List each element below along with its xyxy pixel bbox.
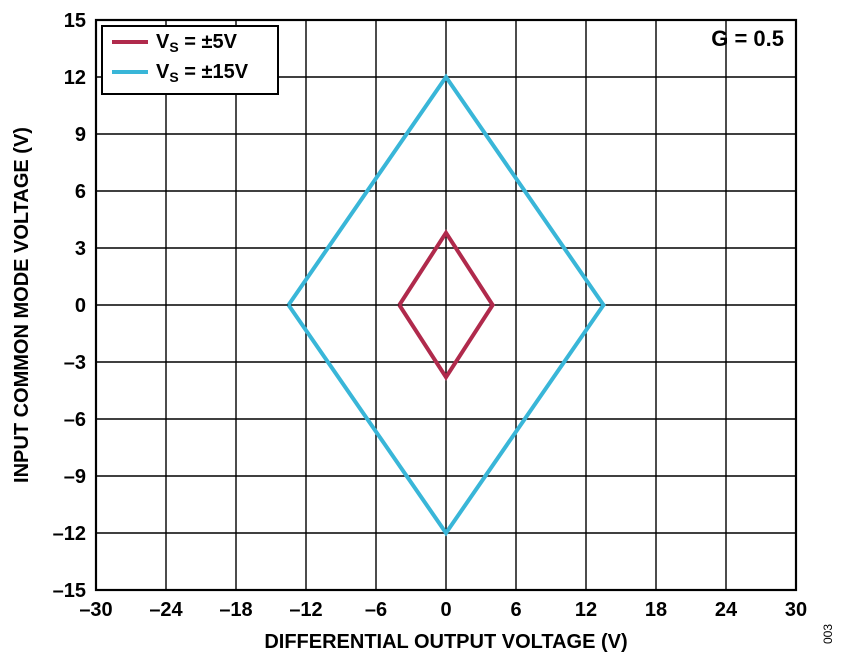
x-axis-label: DIFFERENTIAL OUTPUT VOLTAGE (V): [264, 631, 627, 653]
y-tick-label: –6: [64, 409, 86, 431]
legend-label: VS = ±5V: [156, 31, 238, 55]
y-tick-label: 9: [75, 124, 86, 146]
x-tick-label: 18: [645, 599, 667, 621]
y-tick-label: –3: [64, 352, 86, 374]
y-axis-label: INPUT COMMON MODE VOLTAGE (V): [11, 127, 33, 483]
x-tick-label: 0: [440, 599, 451, 621]
x-tick-label: 12: [575, 599, 597, 621]
y-tick-label: –12: [53, 523, 86, 545]
x-tick-label: 24: [715, 599, 738, 621]
y-tick-label: 3: [75, 238, 86, 260]
x-tick-label: –18: [219, 599, 252, 621]
x-tick-label: –24: [149, 599, 183, 621]
x-tick-label: –30: [79, 599, 112, 621]
y-tick-label: –15: [53, 580, 86, 602]
y-tick-label: –9: [64, 466, 86, 488]
y-tick-label: 0: [75, 295, 86, 317]
figure-number: 003: [821, 624, 835, 644]
x-tick-label: 30: [785, 599, 807, 621]
chart-svg: –30–24–18–12–60612182430–15–12–9–6–30369…: [0, 0, 864, 671]
y-tick-label: 6: [75, 181, 86, 203]
y-tick-label: 12: [64, 67, 86, 89]
x-tick-label: –12: [289, 599, 322, 621]
x-tick-label: 6: [510, 599, 521, 621]
gain-label: G = 0.5: [711, 26, 784, 51]
chart-container: { "chart": { "type": "line", "canvas": {…: [0, 0, 864, 671]
x-tick-label: –6: [365, 599, 387, 621]
y-tick-label: 15: [64, 10, 86, 32]
